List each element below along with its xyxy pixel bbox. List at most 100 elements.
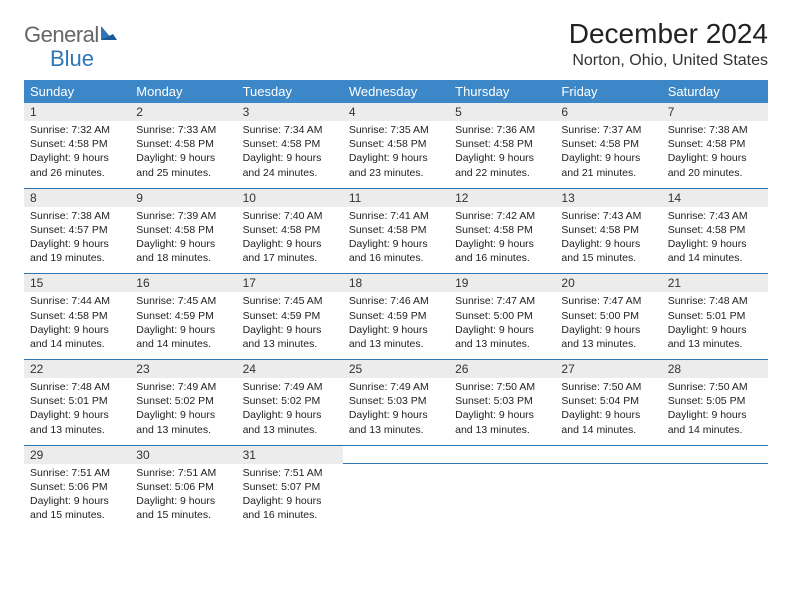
cell-sunset: Sunset: 4:58 PM xyxy=(668,137,762,151)
cell-sunset: Sunset: 5:02 PM xyxy=(136,394,230,408)
week-number-row: 891011121314 xyxy=(24,188,768,207)
calendar-tbody: 1234567Sunrise: 7:32 AMSunset: 4:58 PMDa… xyxy=(24,103,768,530)
cell-day1: Daylight: 9 hours xyxy=(561,408,655,422)
cell-day2: and 14 minutes. xyxy=(136,337,230,351)
cell-day2: and 24 minutes. xyxy=(243,166,337,180)
dayname-row: Sunday Monday Tuesday Wednesday Thursday… xyxy=(24,80,768,103)
cell-sunset: Sunset: 4:58 PM xyxy=(455,223,549,237)
dayname-sunday: Sunday xyxy=(24,80,130,103)
cell-sunset: Sunset: 4:58 PM xyxy=(349,223,443,237)
week-number-row: 22232425262728 xyxy=(24,360,768,379)
logo: General xyxy=(24,22,121,48)
cell-day1: Daylight: 9 hours xyxy=(30,237,124,251)
day-data-cell: Sunrise: 7:33 AMSunset: 4:58 PMDaylight:… xyxy=(130,121,236,188)
cell-day2: and 20 minutes. xyxy=(668,166,762,180)
day-number-cell: 13 xyxy=(555,188,661,207)
cell-sunset: Sunset: 4:58 PM xyxy=(30,309,124,323)
cell-sunset: Sunset: 5:03 PM xyxy=(349,394,443,408)
day-number-cell: 4 xyxy=(343,103,449,121)
day-number-cell: 27 xyxy=(555,360,661,379)
cell-sunrise: Sunrise: 7:51 AM xyxy=(136,466,230,480)
cell-day1: Daylight: 9 hours xyxy=(668,323,762,337)
dayname-saturday: Saturday xyxy=(662,80,768,103)
day-number-cell: 12 xyxy=(449,188,555,207)
day-number-cell: 17 xyxy=(237,274,343,293)
day-number-cell xyxy=(343,445,449,464)
cell-sunrise: Sunrise: 7:49 AM xyxy=(243,380,337,394)
cell-sunrise: Sunrise: 7:32 AM xyxy=(30,123,124,137)
day-number-cell: 7 xyxy=(662,103,768,121)
logo-text-blue: Blue xyxy=(50,46,94,71)
cell-sunset: Sunset: 5:00 PM xyxy=(455,309,549,323)
week-number-row: 293031 xyxy=(24,445,768,464)
cell-sunset: Sunset: 5:05 PM xyxy=(668,394,762,408)
cell-day1: Daylight: 9 hours xyxy=(349,408,443,422)
cell-sunset: Sunset: 4:58 PM xyxy=(561,223,655,237)
cell-day1: Daylight: 9 hours xyxy=(136,237,230,251)
cell-day2: and 13 minutes. xyxy=(349,337,443,351)
cell-sunrise: Sunrise: 7:40 AM xyxy=(243,209,337,223)
cell-sunrise: Sunrise: 7:43 AM xyxy=(561,209,655,223)
day-data-cell: Sunrise: 7:45 AMSunset: 4:59 PMDaylight:… xyxy=(237,292,343,359)
day-number-cell: 25 xyxy=(343,360,449,379)
cell-sunset: Sunset: 5:01 PM xyxy=(30,394,124,408)
day-data-cell: Sunrise: 7:38 AMSunset: 4:58 PMDaylight:… xyxy=(662,121,768,188)
week-data-row: Sunrise: 7:32 AMSunset: 4:58 PMDaylight:… xyxy=(24,121,768,188)
day-data-cell: Sunrise: 7:45 AMSunset: 4:59 PMDaylight:… xyxy=(130,292,236,359)
calendar-container: Sunday Monday Tuesday Wednesday Thursday… xyxy=(24,80,768,530)
day-number-cell: 10 xyxy=(237,188,343,207)
cell-sunrise: Sunrise: 7:35 AM xyxy=(349,123,443,137)
cell-day2: and 22 minutes. xyxy=(455,166,549,180)
cell-day1: Daylight: 9 hours xyxy=(136,408,230,422)
cell-day2: and 17 minutes. xyxy=(243,251,337,265)
cell-sunset: Sunset: 5:06 PM xyxy=(136,480,230,494)
cell-day2: and 19 minutes. xyxy=(30,251,124,265)
day-number-cell: 2 xyxy=(130,103,236,121)
cell-sunset: Sunset: 4:58 PM xyxy=(455,137,549,151)
cell-day2: and 14 minutes. xyxy=(668,423,762,437)
cell-day2: and 15 minutes. xyxy=(561,251,655,265)
day-number-cell: 26 xyxy=(449,360,555,379)
day-data-cell: Sunrise: 7:44 AMSunset: 4:58 PMDaylight:… xyxy=(24,292,130,359)
cell-sunset: Sunset: 4:59 PM xyxy=(349,309,443,323)
dayname-monday: Monday xyxy=(130,80,236,103)
cell-day1: Daylight: 9 hours xyxy=(30,408,124,422)
cell-sunrise: Sunrise: 7:47 AM xyxy=(561,294,655,308)
day-number-cell: 23 xyxy=(130,360,236,379)
cell-sunset: Sunset: 5:04 PM xyxy=(561,394,655,408)
day-data-cell: Sunrise: 7:50 AMSunset: 5:05 PMDaylight:… xyxy=(662,378,768,445)
day-number-cell: 14 xyxy=(662,188,768,207)
cell-day1: Daylight: 9 hours xyxy=(561,151,655,165)
day-data-cell xyxy=(449,464,555,531)
cell-sunrise: Sunrise: 7:38 AM xyxy=(30,209,124,223)
day-data-cell: Sunrise: 7:41 AMSunset: 4:58 PMDaylight:… xyxy=(343,207,449,274)
day-data-cell xyxy=(555,464,661,531)
cell-day2: and 14 minutes. xyxy=(30,337,124,351)
dayname-friday: Friday xyxy=(555,80,661,103)
day-number-cell: 24 xyxy=(237,360,343,379)
dayname-thursday: Thursday xyxy=(449,80,555,103)
week-data-row: Sunrise: 7:48 AMSunset: 5:01 PMDaylight:… xyxy=(24,378,768,445)
cell-sunset: Sunset: 4:58 PM xyxy=(136,137,230,151)
day-data-cell: Sunrise: 7:48 AMSunset: 5:01 PMDaylight:… xyxy=(24,378,130,445)
cell-day2: and 23 minutes. xyxy=(349,166,443,180)
cell-sunrise: Sunrise: 7:47 AM xyxy=(455,294,549,308)
day-data-cell: Sunrise: 7:51 AMSunset: 5:07 PMDaylight:… xyxy=(237,464,343,531)
day-data-cell: Sunrise: 7:32 AMSunset: 4:58 PMDaylight:… xyxy=(24,121,130,188)
title-block: December 2024 Norton, Ohio, United State… xyxy=(569,18,768,70)
cell-day1: Daylight: 9 hours xyxy=(668,151,762,165)
cell-sunrise: Sunrise: 7:36 AM xyxy=(455,123,549,137)
day-number-cell: 29 xyxy=(24,445,130,464)
cell-day1: Daylight: 9 hours xyxy=(349,323,443,337)
cell-day2: and 21 minutes. xyxy=(561,166,655,180)
cell-sunrise: Sunrise: 7:50 AM xyxy=(561,380,655,394)
cell-sunrise: Sunrise: 7:49 AM xyxy=(136,380,230,394)
week-data-row: Sunrise: 7:51 AMSunset: 5:06 PMDaylight:… xyxy=(24,464,768,531)
cell-day2: and 13 minutes. xyxy=(455,337,549,351)
cell-day2: and 13 minutes. xyxy=(349,423,443,437)
calendar-table: Sunday Monday Tuesday Wednesday Thursday… xyxy=(24,80,768,530)
day-number-cell: 31 xyxy=(237,445,343,464)
cell-sunrise: Sunrise: 7:46 AM xyxy=(349,294,443,308)
cell-sunrise: Sunrise: 7:48 AM xyxy=(30,380,124,394)
day-number-cell: 9 xyxy=(130,188,236,207)
